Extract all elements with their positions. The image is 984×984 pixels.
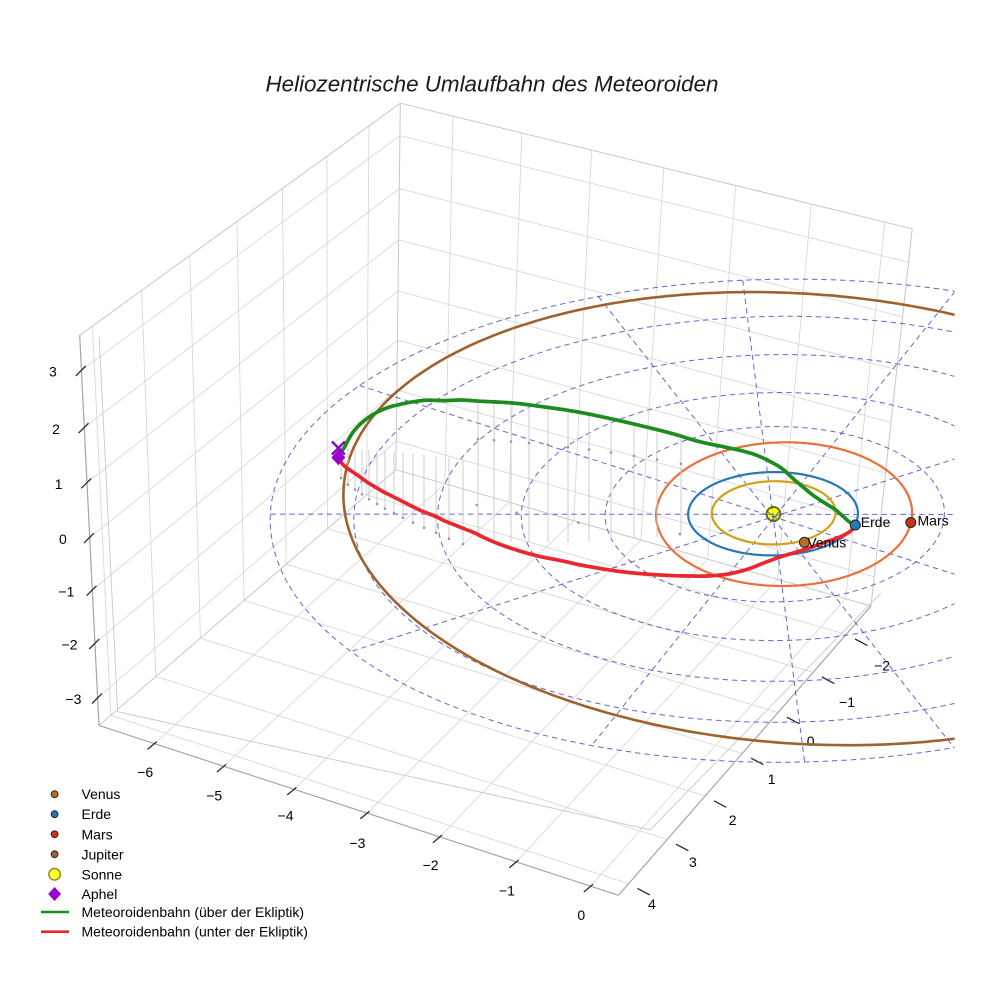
svg-text:Heliozentrische Umlaufbahn des: Heliozentrische Umlaufbahn des Meteoroid… [265,72,718,97]
svg-text:−3: −3 [65,691,81,707]
svg-text:−2: −2 [62,637,78,653]
svg-text:0: 0 [807,733,815,749]
svg-text:−4: −4 [278,808,294,824]
svg-text:Meteoroidenbahn (unter der Ekl: Meteoroidenbahn (unter der Ekliptik) [82,924,308,940]
svg-text:Venus: Venus [82,786,121,802]
svg-text:Sonne: Sonne [82,866,123,882]
svg-text:2: 2 [52,421,60,437]
svg-text:Aphel: Aphel [82,886,118,902]
svg-text:Erde: Erde [82,806,112,822]
svg-text:1: 1 [768,771,776,787]
svg-text:2: 2 [729,812,737,828]
svg-text:1: 1 [55,476,63,492]
svg-text:Erde: Erde [861,514,891,530]
svg-text:−5: −5 [206,788,222,804]
svg-text:−1: −1 [499,883,515,899]
svg-text:−3: −3 [349,835,365,851]
svg-text:4: 4 [648,896,656,912]
svg-text:−1: −1 [58,583,74,599]
svg-text:0: 0 [59,531,67,547]
svg-text:0: 0 [577,907,585,923]
svg-text:Mars: Mars [918,513,949,529]
svg-text:Venus: Venus [807,535,846,551]
svg-text:−6: −6 [137,764,153,780]
svg-text:−2: −2 [423,857,439,873]
svg-text:Meteoroidenbahn (über der Ekli: Meteoroidenbahn (über der Ekliptik) [82,904,305,920]
svg-text:Mars: Mars [82,826,113,842]
svg-text:−1: −1 [839,694,855,710]
svg-text:Jupiter: Jupiter [82,846,124,862]
svg-text:3: 3 [49,364,57,380]
svg-text:−2: −2 [874,658,890,674]
svg-text:3: 3 [689,854,697,870]
